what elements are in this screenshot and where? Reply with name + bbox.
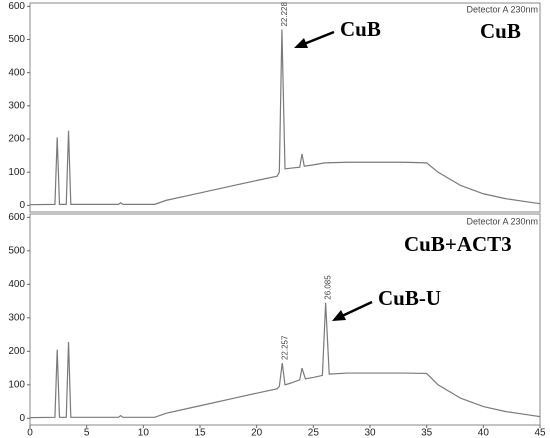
arrow-head (294, 38, 308, 48)
bottom-frame (29, 213, 541, 426)
detector-label: Detector A 230nm (466, 216, 538, 226)
chromatogram-line (29, 29, 541, 206)
arrow (341, 300, 373, 318)
y-tick-label: 400 (8, 67, 25, 78)
arrow-head (332, 310, 346, 321)
detector-label: Detector A 230nm (466, 4, 538, 14)
y-tick-label: 300 (8, 100, 25, 111)
y-tick-label: 100 (8, 167, 25, 178)
y-tick-label: 300 (8, 312, 25, 323)
x-tick-label: 45 (534, 428, 546, 438)
y-tick-label: 100 (8, 379, 25, 390)
x-tick-label: 40 (478, 428, 490, 438)
y-tick-label: 200 (8, 346, 25, 357)
y-tick-label: 0 (19, 200, 25, 211)
y-tick-label: 600 (8, 212, 25, 223)
arrows (294, 30, 373, 321)
x-tick-label: 0 (27, 428, 33, 438)
peak-annotation: CuB-U (378, 286, 441, 310)
peak-label: 22.257 (280, 335, 289, 360)
y-tick-label: 600 (8, 1, 25, 12)
y-tick-label: 500 (8, 245, 25, 256)
sample-label: CuB+ACT3 (404, 232, 512, 256)
x-tick-label: 20 (251, 428, 263, 438)
chromatogram-line (29, 302, 541, 419)
peak-label: 26.085 (324, 275, 333, 300)
y-tick-label: 500 (8, 34, 25, 45)
x-tick-label: 35 (421, 428, 433, 438)
x-tick-label: 30 (364, 428, 376, 438)
arrow (303, 30, 335, 46)
y-tick-label: 400 (8, 279, 25, 290)
y-tick-label: 0 (19, 413, 25, 424)
peak-annotation: CuB (340, 17, 381, 41)
sample-label: CuB (480, 19, 521, 43)
x-tick-label: 25 (308, 428, 320, 438)
x-tick-label: 10 (138, 428, 150, 438)
top-frame (29, 2, 541, 213)
peak-label: 22.228 (280, 2, 289, 27)
x-tick-label: 5 (84, 428, 90, 438)
x-tick-label: 15 (194, 428, 206, 438)
y-tick-label: 200 (8, 134, 25, 145)
